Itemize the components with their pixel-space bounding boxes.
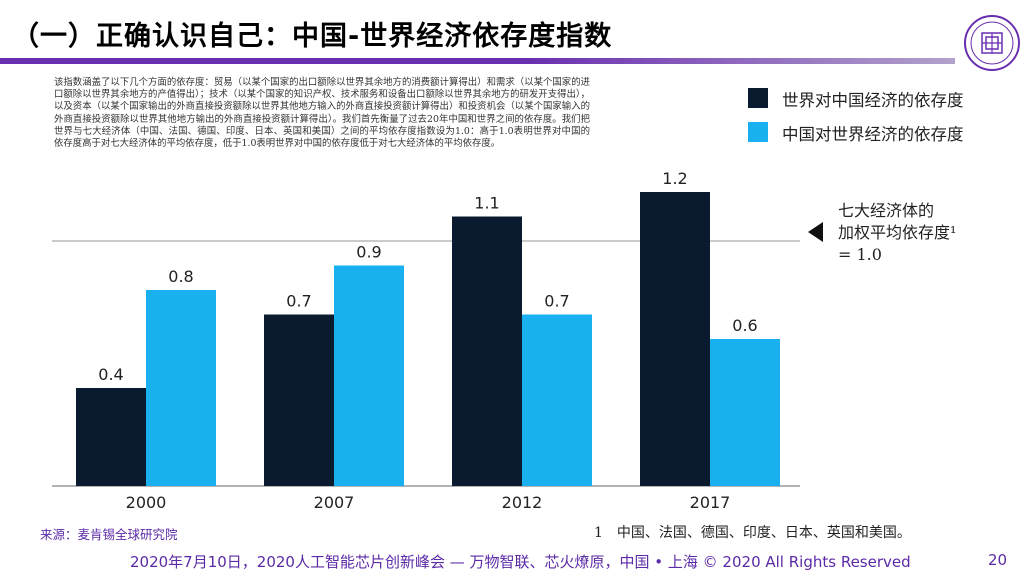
university-seal-icon (964, 15, 1020, 71)
reference-arrow-icon (808, 222, 823, 242)
source-note: 来源：麦肯锡全球研究院 (40, 527, 178, 542)
bar-world-on-china-2012 (452, 216, 522, 486)
bar-world-on-china-2000 (76, 388, 146, 486)
slide-footer: 2020年7月10日，2020人工智能芯片创新峰会 — 万物智联、芯火燎原，中国… (130, 553, 911, 571)
legend-label-china-on-world: 中国对世界经济的依存度 (782, 125, 964, 144)
data-label-world-on-china-2000: 0.4 (98, 365, 123, 384)
legend-swatch-china-on-world (748, 122, 768, 142)
bar-china-on-world-2007 (334, 265, 404, 486)
reference-label-line1: 七大经济体的 (838, 201, 935, 220)
bar-world-on-china-2017 (640, 192, 710, 486)
data-label-china-on-world-2017: 0.6 (732, 316, 757, 335)
reference-label-line2: 加权平均依存度¹ (838, 223, 957, 242)
x-tick-label-2000: 2000 (126, 493, 167, 512)
bar-china-on-world-2017 (710, 339, 780, 486)
bar-world-on-china-2007 (264, 314, 334, 486)
x-tick-label-2012: 2012 (502, 493, 543, 512)
reference-line-label: 七大经济体的 加权平均依存度¹ = 1.0 (838, 200, 956, 266)
data-label-world-on-china-2017: 1.2 (662, 169, 687, 188)
data-label-china-on-world-2007: 0.9 (356, 243, 381, 262)
legend-swatch-world-on-china (748, 88, 768, 108)
data-label-china-on-world-2012: 0.7 (544, 292, 569, 311)
slide-title: （一）正确认识自己：中国-世界经济依存度指数 (12, 21, 613, 52)
index-description: 该指数涵盖了以下几个方面的依存度：贸易（以某个国家的出口额除以世界其余地方的消费… (54, 77, 590, 150)
data-label-world-on-china-2007: 0.7 (286, 292, 311, 311)
page-number: 20 (988, 551, 1008, 569)
data-label-world-on-china-2012: 1.1 (474, 194, 499, 213)
bar-china-on-world-2000 (146, 290, 216, 486)
x-tick-label-2017: 2017 (690, 493, 731, 512)
reference-label-line3: = 1.0 (838, 245, 882, 264)
legend-label-world-on-china: 世界对中国经济的依存度 (782, 91, 964, 110)
footnote: 1 中国、法国、德国、印度、日本、英国和美国。 (594, 525, 911, 541)
bar-china-on-world-2012 (522, 314, 592, 486)
title-underline (0, 58, 955, 64)
data-label-china-on-world-2000: 0.8 (168, 267, 193, 286)
x-tick-label-2007: 2007 (314, 493, 355, 512)
